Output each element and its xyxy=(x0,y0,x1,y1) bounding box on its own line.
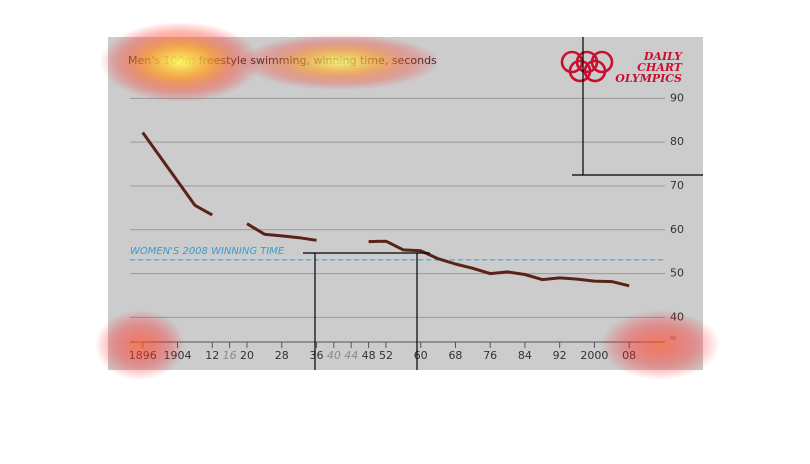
y-tick-label: 90 xyxy=(670,91,684,104)
axis-break: ≈ xyxy=(669,333,677,344)
x-tick-label: 44 xyxy=(344,349,358,362)
y-tick-label: 60 xyxy=(670,223,684,236)
x-tick-label: 48 xyxy=(362,349,376,362)
reference-label: WOMEN'S 2008 WINNING TIME xyxy=(130,246,285,257)
chart-background xyxy=(108,37,703,370)
x-tick-label: 1896 xyxy=(129,349,157,362)
x-tick-label: 68 xyxy=(448,349,462,362)
series-line xyxy=(141,131,630,288)
x-tick-label: 52 xyxy=(379,349,393,362)
y-tick-label: 40 xyxy=(670,310,684,323)
x-tick-label: 12 xyxy=(205,349,219,362)
x-tick-label: 20 xyxy=(240,349,254,362)
x-tick-label: 60 xyxy=(414,349,428,362)
logo-text: OLYMPICS xyxy=(615,72,682,85)
x-tick-label: 36 xyxy=(309,349,323,362)
chart-title: Men's 100m freestyle swimming, winning t… xyxy=(128,54,437,67)
logo-text: CHART xyxy=(637,61,683,74)
logo-text: DAILY xyxy=(643,50,683,63)
x-tick-label: 08 xyxy=(622,349,636,362)
x-tick-label: 92 xyxy=(553,349,567,362)
x-tick-label: 40 xyxy=(327,349,341,362)
x-tick-label: 84 xyxy=(518,349,532,362)
x-tick-label: 28 xyxy=(275,349,289,362)
x-tick-label: 16 xyxy=(223,349,237,362)
x-tick-label: 76 xyxy=(483,349,497,362)
logo-rings xyxy=(560,50,614,83)
x-tick-label: 2000 xyxy=(580,349,608,362)
y-tick-label: 80 xyxy=(670,135,684,148)
y-tick-label: 70 xyxy=(670,179,684,192)
selection-outlines xyxy=(303,37,703,370)
x-tick-label: 1904 xyxy=(163,349,191,362)
y-tick-label: 50 xyxy=(670,267,684,280)
